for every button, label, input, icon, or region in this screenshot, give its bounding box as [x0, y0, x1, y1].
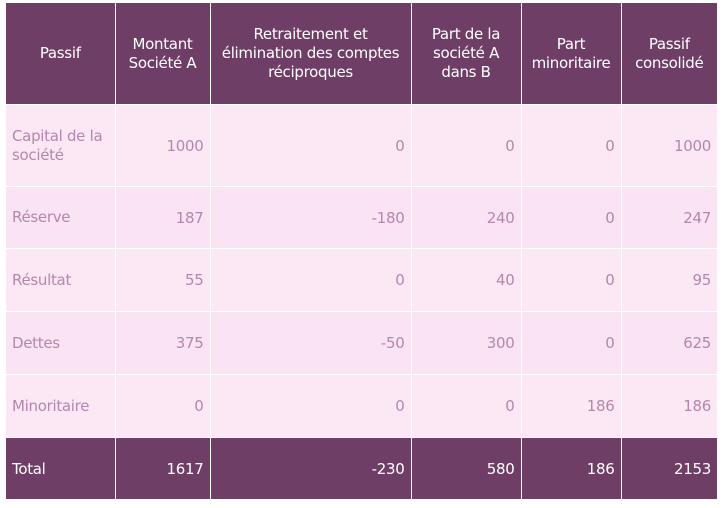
cell-part-a-dans-b: 0	[411, 104, 522, 187]
table-row: Minoritaire 0 0 0 186 186	[6, 374, 717, 438]
cell-montant: 0	[115, 374, 211, 438]
cell-montant: 187	[115, 186, 211, 249]
cell-retraitement: 0	[210, 104, 412, 187]
cell-part-a-dans-b: 240	[411, 186, 522, 249]
total-row: Total 1617 -230 580 186 2153	[6, 437, 717, 499]
consolidation-table-container: Passif Montant Société A Retraitement et…	[6, 3, 717, 499]
total-part-a-dans-b: 580	[411, 437, 522, 499]
cell-montant: 55	[115, 248, 211, 312]
total-retraitement: -230	[210, 437, 412, 499]
table-row: Capital de la société 1000 0 0 0 1000	[6, 104, 717, 187]
header-passif-consolide: Passif consolidé	[621, 3, 717, 105]
cell-montant: 1000	[115, 104, 211, 187]
total-label: Total	[6, 437, 116, 499]
cell-passif-consolide: 95	[621, 248, 717, 312]
cell-montant: 375	[115, 311, 211, 375]
table-header: Passif Montant Société A Retraitement et…	[6, 3, 717, 105]
row-label: Résultat	[6, 248, 116, 312]
header-montant-societe-a: Montant Société A	[115, 3, 211, 105]
cell-passif-consolide: 1000	[621, 104, 717, 187]
cell-part-minoritaire: 0	[521, 248, 622, 312]
cell-part-a-dans-b: 300	[411, 311, 522, 375]
table-row: Dettes 375 -50 300 0 625	[6, 311, 717, 375]
table-row: Résultat 55 0 40 0 95	[6, 248, 717, 312]
header-retraitement: Retraitement et élimination des comptes …	[210, 3, 412, 105]
cell-retraitement: -180	[210, 186, 412, 249]
cell-part-minoritaire: 0	[521, 104, 622, 187]
table-footer: Total 1617 -230 580 186 2153	[6, 437, 717, 499]
row-label: Dettes	[6, 311, 116, 375]
consolidation-table: Passif Montant Société A Retraitement et…	[6, 3, 717, 499]
header-part-societe-a-dans-b: Part de la société A dans B	[411, 3, 522, 105]
cell-passif-consolide: 186	[621, 374, 717, 438]
header-part-minoritaire: Part minoritaire	[521, 3, 622, 105]
row-label: Minoritaire	[6, 374, 116, 438]
row-label: Réserve	[6, 186, 116, 249]
total-part-minoritaire: 186	[521, 437, 622, 499]
cell-passif-consolide: 625	[621, 311, 717, 375]
cell-retraitement: 0	[210, 374, 412, 438]
cell-retraitement: -50	[210, 311, 412, 375]
cell-part-a-dans-b: 0	[411, 374, 522, 438]
cell-part-minoritaire: 186	[521, 374, 622, 438]
table-row: Réserve 187 -180 240 0 247	[6, 186, 717, 249]
row-label: Capital de la société	[6, 104, 116, 187]
header-row: Passif Montant Société A Retraitement et…	[6, 3, 717, 105]
cell-part-minoritaire: 0	[521, 186, 622, 249]
total-passif-consolide: 2153	[621, 437, 717, 499]
cell-part-a-dans-b: 40	[411, 248, 522, 312]
cell-passif-consolide: 247	[621, 186, 717, 249]
cell-part-minoritaire: 0	[521, 311, 622, 375]
header-passif: Passif	[6, 3, 116, 105]
total-montant: 1617	[115, 437, 211, 499]
table-body: Capital de la société 1000 0 0 0 1000 Ré…	[6, 104, 717, 438]
cell-retraitement: 0	[210, 248, 412, 312]
